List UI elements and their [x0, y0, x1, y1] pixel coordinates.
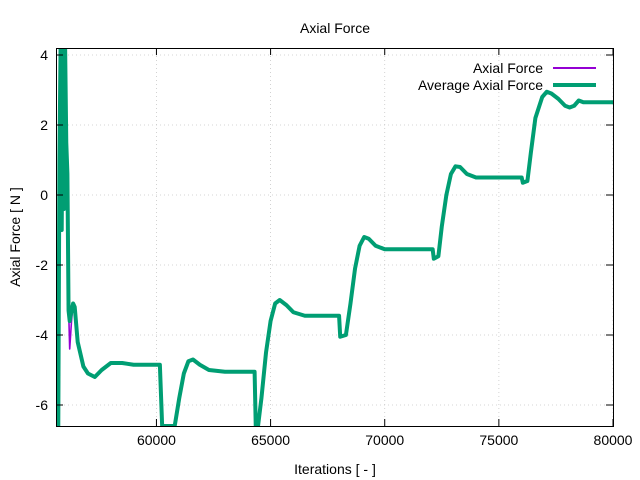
x-tick-label: 60000 [137, 432, 176, 448]
y-tick-label: 4 [40, 47, 48, 63]
series-line-average-axial-force [56, 48, 613, 426]
axis-ticks: 60000 65000 70000 75000 80000 -6 -4 -2 0 2 4 [36, 47, 633, 448]
x-tick-label: 75000 [479, 432, 518, 448]
y-tick-label: -2 [36, 257, 49, 273]
y-tick-label: -6 [36, 397, 49, 413]
x-tick-label: 70000 [365, 432, 404, 448]
x-tick-label: 65000 [251, 432, 290, 448]
y-axis-label: Axial Force [ N ] [7, 187, 23, 287]
grid-lines [56, 48, 614, 426]
x-axis-label: Iterations [ - ] [294, 461, 376, 477]
plot-frame [56, 48, 614, 427]
series-layer [56, 48, 613, 426]
legend-label-average-axial-force: Average Axial Force [418, 77, 543, 93]
legend: Axial Force Average Axial Force [418, 60, 596, 93]
chart-title: Axial Force [300, 20, 370, 36]
legend-label-axial-force: Axial Force [473, 60, 543, 76]
y-tick-label: 2 [40, 117, 48, 133]
y-tick-label: -4 [36, 327, 49, 343]
x-tick-label: 80000 [594, 432, 633, 448]
y-tick-label: 0 [40, 187, 48, 203]
